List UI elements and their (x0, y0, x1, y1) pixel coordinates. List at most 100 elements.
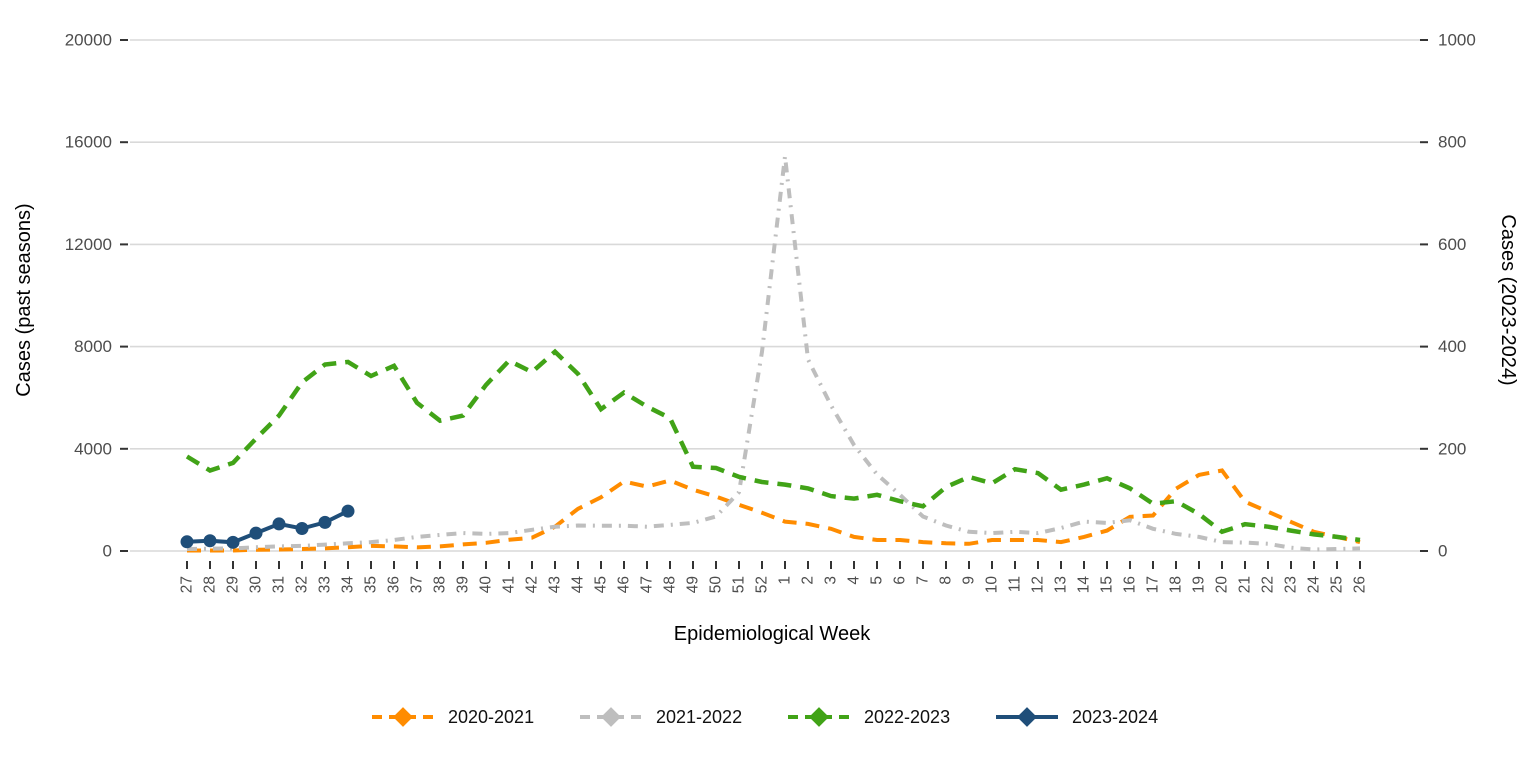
x-tick-label: 19 (1191, 576, 1208, 593)
right-tick-label: 400 (1438, 337, 1466, 356)
x-tick-label: 44 (570, 576, 587, 594)
x-tick-label: 40 (478, 576, 495, 594)
x-tick-label: 30 (248, 576, 265, 594)
series-line-2020-2021 (187, 468, 1361, 553)
left-axis-ticks: 0 4000 8000 12000 16000 20000 (65, 31, 128, 561)
x-tick-label: 10 (984, 576, 1001, 594)
x-tick-label: 29 (225, 576, 242, 593)
x-tick-label: 1 (777, 576, 794, 585)
x-tick-label: 2 (800, 576, 817, 585)
legend-key-point (1017, 707, 1037, 727)
x-tick-label: 12 (1030, 576, 1047, 593)
legend-label: 2023-2024 (1072, 707, 1158, 727)
series-line-2021-2022 (186, 156, 1361, 552)
x-tick-label: 47 (639, 576, 656, 593)
legend-item-2021-2022: 2021-2022 (580, 707, 742, 727)
legend-item-2020-2021: 2020-2021 (372, 707, 534, 727)
legend-key-point (393, 707, 413, 727)
series-2020-2021 (187, 468, 1361, 553)
x-tick-label: 32 (294, 576, 311, 593)
legend-key-point (601, 707, 621, 727)
series-line-2022-2023 (185, 348, 1361, 543)
legend: 2020-2021 2021-2022 2022-2023 2023-2024 (372, 707, 1158, 727)
x-tick-label: 26 (1352, 576, 1369, 593)
x-tick-label: 39 (455, 576, 472, 593)
legend-key-point (809, 707, 829, 727)
x-tick-label: 15 (1099, 576, 1116, 593)
x-tick-label: 14 (1076, 576, 1093, 594)
right-tick-label: 1000 (1438, 31, 1476, 50)
x-tick-label: 16 (1122, 576, 1139, 593)
right-tick-label: 200 (1438, 439, 1466, 458)
legend-item-2023-2024: 2023-2024 (996, 707, 1158, 727)
left-tick-label: 12000 (65, 235, 112, 254)
data-point (203, 534, 217, 548)
series-2021-2022 (186, 156, 1361, 552)
x-tick-label: 31 (271, 576, 288, 593)
x-tick-label: 22 (1260, 576, 1277, 593)
series-2023-2024 (180, 504, 355, 549)
data-point (272, 517, 286, 531)
right-tick-label: 600 (1438, 235, 1466, 254)
x-tick-label: 20 (1214, 576, 1231, 594)
x-tick-label: 33 (317, 576, 334, 593)
data-point (318, 515, 332, 529)
legend-label: 2021-2022 (656, 707, 742, 727)
x-tick-label: 43 (547, 576, 564, 593)
right-axis-ticks: 0 200 400 600 800 1000 (1420, 31, 1476, 561)
data-point (226, 535, 240, 549)
x-tick-label: 37 (409, 576, 426, 593)
legend-label: 2020-2021 (448, 707, 534, 727)
x-tick-label: 25 (1329, 576, 1346, 593)
right-tick-label: 0 (1438, 542, 1447, 561)
x-tick-label: 35 (363, 576, 380, 593)
legend-item-2022-2023: 2022-2023 (788, 707, 950, 727)
x-tick-label: 49 (685, 576, 702, 593)
series-2022-2023 (185, 348, 1361, 543)
x-tick-label: 38 (432, 576, 449, 593)
x-tick-label: 27 (179, 576, 196, 593)
x-tick-label: 50 (708, 576, 725, 594)
x-tick-label: 8 (938, 576, 955, 585)
x-tick-label: 42 (524, 576, 541, 593)
data-point (180, 535, 194, 549)
x-tick-label: 34 (340, 576, 357, 594)
x-tick-label: 23 (1283, 576, 1300, 593)
x-tick-label: 28 (202, 576, 219, 593)
x-tick-label: 9 (961, 576, 978, 585)
x-tick-label: 21 (1237, 576, 1254, 593)
x-tick-label: 46 (616, 576, 633, 593)
left-tick-label: 4000 (74, 439, 112, 458)
x-tick-label: 13 (1053, 576, 1070, 593)
x-axis-ticks: 27 28 29 30 31 32 33 34 35 36 37 38 39 40 41 42 43 44 45 46… (179, 561, 1369, 593)
x-tick-label: 7 (915, 576, 932, 585)
x-tick-label: 41 (501, 576, 518, 593)
x-tick-label: 24 (1306, 576, 1323, 594)
x-tick-label: 5 (869, 576, 886, 585)
x-tick-label: 48 (662, 576, 679, 593)
x-tick-label: 11 (1007, 576, 1024, 592)
x-tick-label: 51 (731, 576, 748, 593)
x-tick-label: 17 (1145, 576, 1162, 593)
left-tick-label: 16000 (65, 133, 112, 152)
data-point (249, 526, 263, 540)
data-point (295, 522, 309, 536)
left-tick-label: 0 (103, 542, 112, 561)
legend-label: 2022-2023 (864, 707, 950, 727)
right-axis-title: Cases (2023-2024) (1497, 214, 1519, 385)
x-tick-label: 18 (1168, 576, 1185, 593)
x-tick-label: 52 (754, 576, 771, 593)
x-tick-label: 4 (846, 576, 863, 585)
x-tick-label: 3 (823, 576, 840, 585)
x-tick-label: 36 (386, 576, 403, 593)
data-point (341, 504, 355, 518)
x-tick-label: 6 (892, 576, 909, 585)
left-tick-label: 20000 (65, 31, 112, 50)
x-axis-title: Epidemiological Week (674, 623, 871, 645)
right-tick-label: 800 (1438, 133, 1466, 152)
left-tick-label: 8000 (74, 337, 112, 356)
gridlines (130, 39, 1420, 552)
x-tick-label: 45 (593, 576, 610, 593)
